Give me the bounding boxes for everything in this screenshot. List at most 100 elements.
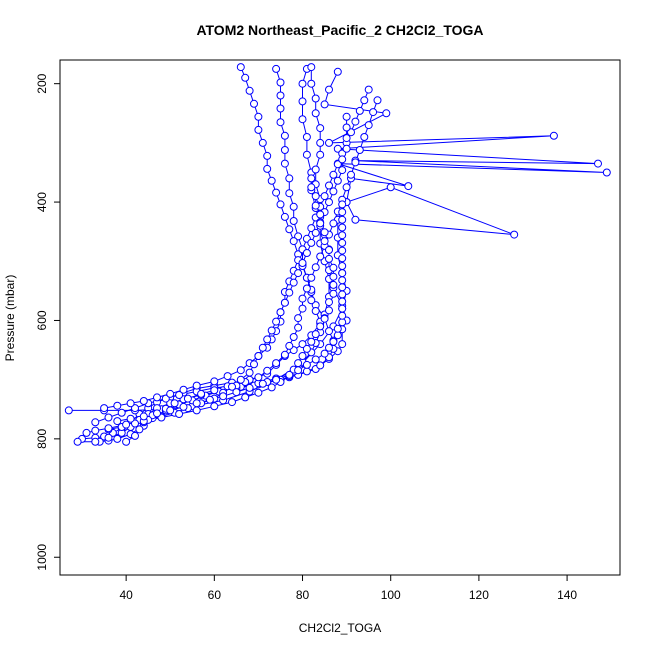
y-tick-label: 400 bbox=[35, 192, 49, 212]
data-point bbox=[311, 192, 320, 201]
data-point bbox=[267, 383, 276, 392]
data-point bbox=[82, 428, 91, 437]
data-point bbox=[311, 94, 320, 103]
data-point bbox=[228, 398, 236, 407]
data-point bbox=[338, 215, 347, 224]
data-point bbox=[250, 360, 258, 369]
data-point bbox=[338, 231, 347, 240]
data-point bbox=[338, 155, 347, 164]
data-point bbox=[325, 327, 333, 336]
data-point bbox=[333, 331, 342, 340]
data-point bbox=[325, 343, 333, 352]
data-point bbox=[183, 394, 192, 403]
data-point bbox=[276, 104, 285, 113]
data-point bbox=[549, 131, 558, 140]
data-point bbox=[294, 359, 303, 368]
data-point bbox=[254, 125, 263, 134]
data-point bbox=[307, 337, 316, 346]
data-point bbox=[311, 228, 320, 237]
data-point bbox=[254, 112, 263, 121]
data-point bbox=[104, 413, 113, 422]
data-point bbox=[316, 150, 325, 159]
data-point bbox=[113, 434, 122, 443]
y-axis: 200 400 600 800 1000 bbox=[35, 73, 60, 571]
data-point bbox=[232, 388, 241, 397]
data-point bbox=[153, 393, 161, 402]
data-point bbox=[307, 273, 316, 282]
data-point bbox=[175, 410, 184, 418]
data-point bbox=[298, 340, 307, 349]
data-point bbox=[126, 399, 135, 408]
data-point bbox=[210, 402, 219, 411]
data-point bbox=[298, 352, 307, 360]
y-tick-label: 600 bbox=[35, 310, 49, 330]
data-point bbox=[263, 366, 272, 375]
data-point bbox=[179, 402, 188, 411]
data-point bbox=[294, 269, 303, 278]
data-point bbox=[267, 326, 276, 335]
data-point bbox=[258, 138, 267, 147]
data-point bbox=[351, 117, 360, 126]
data-point bbox=[338, 238, 347, 247]
data-point bbox=[263, 164, 272, 173]
data-point bbox=[272, 188, 281, 197]
data-point bbox=[100, 404, 109, 413]
data-point bbox=[360, 96, 369, 105]
x-axis-label: CH2Cl2_TOGA bbox=[299, 621, 381, 635]
data-point bbox=[302, 150, 311, 159]
data-point bbox=[320, 228, 329, 237]
data-point bbox=[311, 307, 320, 315]
data-point bbox=[307, 224, 316, 233]
data-point bbox=[325, 138, 333, 147]
data-point bbox=[280, 298, 289, 307]
data-point bbox=[285, 225, 294, 234]
data-point bbox=[280, 350, 289, 359]
data-point bbox=[333, 324, 342, 333]
data-point bbox=[64, 406, 73, 415]
x-tick-label: 120 bbox=[469, 588, 489, 602]
data-point bbox=[338, 262, 347, 270]
data-point bbox=[316, 252, 325, 261]
data-point bbox=[228, 382, 236, 391]
data-point bbox=[192, 399, 201, 408]
data-point bbox=[289, 333, 298, 341]
data-point bbox=[272, 359, 281, 368]
data-point bbox=[302, 284, 311, 293]
data-point bbox=[298, 304, 307, 313]
data-point bbox=[276, 91, 285, 100]
data-point bbox=[258, 343, 267, 352]
data-point bbox=[236, 366, 245, 375]
data-point bbox=[325, 306, 333, 315]
data-point bbox=[316, 322, 325, 331]
data-point bbox=[307, 63, 316, 72]
data-point bbox=[325, 181, 333, 190]
data-point bbox=[179, 385, 188, 394]
data-point bbox=[113, 417, 122, 426]
data-point bbox=[307, 238, 316, 247]
data-point bbox=[175, 391, 184, 399]
data-point bbox=[316, 210, 325, 219]
data-point bbox=[245, 86, 254, 95]
data-point bbox=[104, 433, 113, 442]
data-point bbox=[329, 280, 338, 289]
data-point bbox=[236, 375, 245, 384]
data-point bbox=[91, 437, 100, 446]
data-point bbox=[298, 79, 307, 88]
data-point bbox=[329, 337, 338, 346]
data-point bbox=[325, 298, 333, 307]
x-tick-label: 40 bbox=[119, 588, 133, 602]
data-point bbox=[197, 389, 206, 398]
data-point bbox=[329, 187, 338, 196]
data-point bbox=[311, 330, 320, 339]
data-point bbox=[342, 144, 351, 153]
data-point bbox=[113, 401, 122, 410]
data-point bbox=[316, 219, 325, 228]
data-point bbox=[250, 99, 258, 108]
data-point bbox=[325, 254, 333, 263]
data-point bbox=[320, 192, 329, 201]
data-point bbox=[338, 304, 347, 313]
data-point bbox=[338, 340, 347, 349]
data-point bbox=[342, 134, 351, 143]
plot-frame bbox=[59, 59, 621, 576]
data-point bbox=[91, 418, 100, 427]
